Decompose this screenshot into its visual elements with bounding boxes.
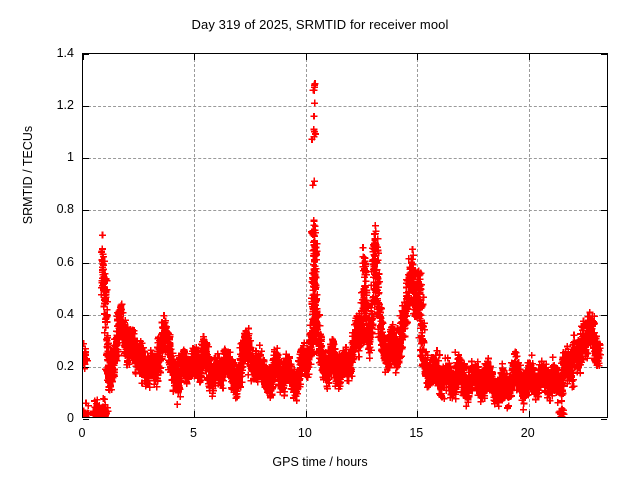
gridline-horizontal [83,210,607,212]
x-tick-mark [528,54,530,60]
y-tick-mark [83,158,89,160]
gridline-vertical [305,54,307,417]
plot-area [82,53,608,420]
y-tick-label: 1.2 [56,98,74,113]
y-tick-label: 1.4 [56,46,74,60]
gridline-horizontal [83,158,607,160]
scatter-points [83,80,605,417]
x-tick-label: 20 [520,426,535,440]
y-tick-label: 0.8 [56,202,74,217]
x-axis-label: GPS time / hours [272,455,368,469]
x-tick-label: 5 [189,426,197,440]
y-tick-label: 0.4 [56,306,74,321]
x-tick-mark [417,54,419,60]
y-tick-mark [601,419,607,420]
y-tick-label: 0.6 [56,254,74,269]
y-tick-mark [83,106,89,108]
gridline-vertical [194,54,196,417]
chart-title: Day 319 of 2025, SRMTID for receiver moo… [191,17,449,32]
y-tick-label: 1 [67,150,74,165]
y-tick-mark [601,210,607,212]
y-tick-mark [601,262,607,264]
x-tick-mark [305,411,307,417]
y-tick-mark [601,314,607,316]
y-tick-mark [83,262,89,264]
gridline-horizontal [83,106,607,108]
x-tick-mark [528,411,530,417]
x-tick-mark [305,54,307,60]
gridline-vertical [417,54,419,417]
y-tick-mark [601,158,607,160]
gridline-horizontal [83,262,607,264]
gridline-horizontal [83,314,607,316]
y-tick-mark [83,419,89,420]
y-tick-mark [83,210,89,212]
scatter-marker-group [83,80,605,417]
gridline-vertical [528,54,530,417]
y-tick-mark [83,366,89,368]
x-tick-label: 10 [297,426,312,440]
y-tick-label: 0 [67,411,74,425]
x-tick-mark [83,54,84,60]
y-axis-label: SRMTID / TECUs [21,125,35,225]
y-tick-mark [601,366,607,368]
y-tick-mark [83,54,89,55]
y-tick-mark [601,106,607,108]
y-tick-mark [601,54,607,55]
y-tick-label: 0.2 [56,358,74,373]
y-tick-mark [83,314,89,316]
x-tick-label: 0 [78,426,86,440]
x-tick-label: 15 [409,426,424,440]
x-tick-mark [194,54,196,60]
x-tick-mark [194,411,196,417]
x-tick-mark [417,411,419,417]
